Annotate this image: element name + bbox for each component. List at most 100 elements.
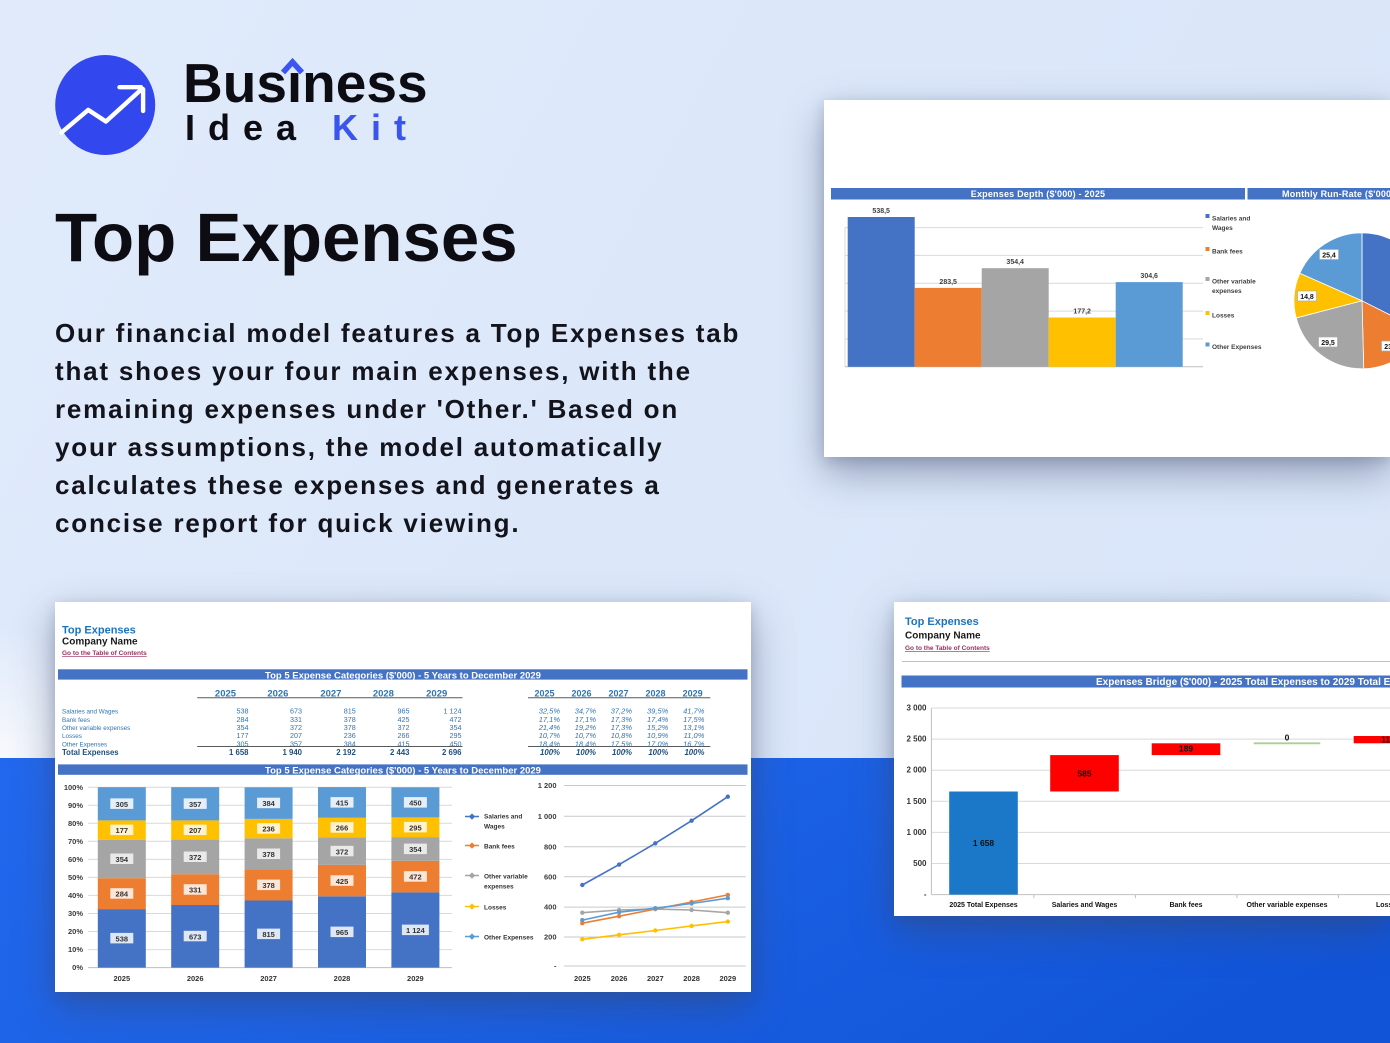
svg-text:2025: 2025	[534, 688, 554, 698]
svg-text:538,5: 538,5	[872, 208, 890, 215]
svg-text:1 500: 1 500	[906, 797, 927, 806]
svg-text:415: 415	[398, 739, 410, 748]
svg-text:100%: 100%	[540, 748, 560, 757]
svg-text:10,7%: 10,7%	[539, 731, 561, 740]
svg-text:2026: 2026	[267, 688, 288, 699]
svg-text:538: 538	[116, 934, 129, 943]
svg-text:400: 400	[544, 903, 557, 912]
svg-text:425: 425	[336, 877, 349, 886]
svg-text:372: 372	[290, 723, 302, 732]
svg-text:expenses: expenses	[484, 884, 514, 891]
svg-text:Salaries and Wages: Salaries and Wages	[62, 709, 118, 716]
svg-text:Bank fees: Bank fees	[62, 717, 90, 724]
svg-text:Bank fees: Bank fees	[1212, 249, 1243, 256]
svg-text:100%: 100%	[684, 748, 704, 757]
svg-text:-: -	[924, 890, 927, 899]
svg-text:1 124: 1 124	[444, 707, 462, 716]
svg-text:21,4%: 21,4%	[538, 723, 561, 732]
svg-text:10,8%: 10,8%	[611, 731, 633, 740]
svg-text:Losses: Losses	[1376, 902, 1390, 909]
svg-text:Expenses Bridge ($'000) - 2025: Expenses Bridge ($'000) - 2025 Total Exp…	[1096, 677, 1390, 688]
svg-text:2028: 2028	[373, 688, 394, 699]
svg-text:17,4%: 17,4%	[647, 715, 669, 724]
svg-text:331: 331	[290, 715, 302, 724]
svg-text:37,2%: 37,2%	[611, 707, 633, 716]
svg-text:2029: 2029	[407, 974, 424, 983]
svg-text:815: 815	[262, 930, 275, 939]
svg-text:472: 472	[409, 873, 422, 882]
svg-text:2029: 2029	[426, 688, 447, 699]
svg-text:266: 266	[398, 731, 410, 740]
svg-text:Other Expenses: Other Expenses	[62, 741, 107, 748]
svg-text:207: 207	[189, 826, 202, 835]
svg-text:10,9%: 10,9%	[647, 731, 669, 740]
svg-text:1 000: 1 000	[538, 812, 557, 821]
svg-text:20%: 20%	[68, 927, 83, 936]
svg-text:70%: 70%	[68, 837, 83, 846]
svg-text:585: 585	[1077, 769, 1091, 779]
svg-text:450: 450	[450, 739, 462, 748]
svg-text:384: 384	[262, 799, 275, 808]
svg-text:Wages: Wages	[1212, 225, 1233, 232]
svg-text:354: 354	[409, 845, 422, 854]
svg-text:236: 236	[344, 731, 356, 740]
svg-text:3 000: 3 000	[906, 704, 927, 713]
svg-text:372: 372	[398, 723, 410, 732]
svg-text:378: 378	[262, 850, 275, 859]
svg-text:2027: 2027	[320, 688, 341, 699]
svg-text:2 192: 2 192	[336, 748, 356, 757]
svg-text:Go to the Table of Contents: Go to the Table of Contents	[905, 645, 990, 652]
svg-text:372: 372	[336, 847, 349, 856]
svg-text:118: 118	[1381, 735, 1390, 745]
svg-text:2026: 2026	[611, 974, 628, 983]
svg-text:284: 284	[116, 890, 129, 899]
svg-text:2027: 2027	[260, 974, 277, 983]
svg-text:30%: 30%	[68, 909, 83, 918]
svg-text:2029: 2029	[719, 974, 736, 983]
svg-text:2027: 2027	[647, 974, 664, 983]
svg-text:29,5: 29,5	[1321, 340, 1335, 347]
svg-text:354,4: 354,4	[1006, 259, 1024, 266]
svg-text:Losses: Losses	[62, 733, 82, 740]
svg-text:100%: 100%	[576, 748, 596, 757]
svg-text:1 200: 1 200	[538, 781, 557, 790]
svg-text:17,3%: 17,3%	[611, 715, 633, 724]
svg-text:538: 538	[237, 707, 249, 716]
svg-text:50%: 50%	[68, 873, 83, 882]
svg-text:354: 354	[450, 723, 462, 732]
svg-text:2028: 2028	[334, 974, 351, 983]
svg-text:2025: 2025	[574, 974, 591, 983]
svg-text:354: 354	[116, 855, 129, 864]
svg-text:0%: 0%	[72, 963, 83, 972]
svg-text:17,1%: 17,1%	[539, 715, 561, 724]
svg-text:Total Expenses: Total Expenses	[62, 748, 119, 757]
svg-text:16,7%: 16,7%	[683, 739, 705, 748]
svg-text:17,1%: 17,1%	[575, 715, 597, 724]
svg-text:305: 305	[237, 739, 249, 748]
svg-text:19,2%: 19,2%	[575, 723, 597, 732]
svg-text:15,2%: 15,2%	[647, 723, 669, 732]
svg-text:14,8: 14,8	[1300, 294, 1314, 301]
svg-text:Losses: Losses	[484, 905, 507, 912]
svg-text:372: 372	[189, 853, 202, 862]
svg-text:177: 177	[237, 731, 249, 740]
svg-text:Wages: Wages	[484, 824, 505, 831]
svg-text:Other Expenses: Other Expenses	[1212, 344, 1262, 351]
svg-text:23,7: 23,7	[1384, 344, 1390, 351]
svg-text:673: 673	[290, 707, 302, 716]
svg-text:100%: 100%	[612, 748, 632, 757]
svg-text:2 696: 2 696	[442, 748, 462, 757]
svg-text:100%: 100%	[64, 783, 84, 792]
svg-text:450: 450	[409, 799, 422, 808]
svg-text:17,3%: 17,3%	[611, 723, 633, 732]
svg-text:415: 415	[336, 799, 349, 808]
svg-text:100%: 100%	[648, 748, 668, 757]
svg-text:1 000: 1 000	[906, 828, 927, 837]
svg-text:815: 815	[344, 707, 356, 716]
svg-text:1 658: 1 658	[973, 838, 995, 848]
svg-text:Company Name: Company Name	[62, 637, 138, 648]
svg-text:965: 965	[336, 928, 349, 937]
svg-text:Go to the Table of Contents: Go to the Table of Contents	[62, 650, 147, 657]
svg-text:11,0%: 11,0%	[684, 731, 705, 740]
svg-text:378: 378	[262, 881, 275, 890]
